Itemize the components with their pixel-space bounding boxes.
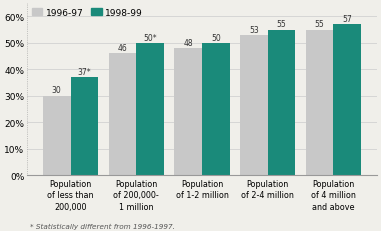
Text: 30: 30 [52, 86, 62, 95]
Bar [240, 36, 267, 176]
Legend: 1996-97, 1998-99: 1996-97, 1998-99 [32, 9, 143, 18]
Text: 37*: 37* [78, 68, 91, 77]
Bar [136, 44, 164, 176]
Bar [202, 44, 229, 176]
Bar [43, 96, 70, 176]
Bar [174, 49, 202, 176]
Text: 46: 46 [118, 44, 127, 53]
Text: 48: 48 [183, 39, 193, 48]
Bar [70, 78, 98, 176]
Text: 57: 57 [342, 15, 352, 24]
Text: 50*: 50* [143, 33, 157, 42]
Text: 55: 55 [277, 20, 286, 29]
Bar [333, 25, 361, 176]
Bar [109, 54, 136, 176]
Bar [267, 30, 295, 176]
Text: 53: 53 [249, 25, 259, 34]
Text: * Statistically different from 1996-1997.: * Statistically different from 1996-1997… [30, 223, 175, 229]
Text: 55: 55 [315, 20, 325, 29]
Bar [306, 30, 333, 176]
Text: 50: 50 [211, 33, 221, 42]
